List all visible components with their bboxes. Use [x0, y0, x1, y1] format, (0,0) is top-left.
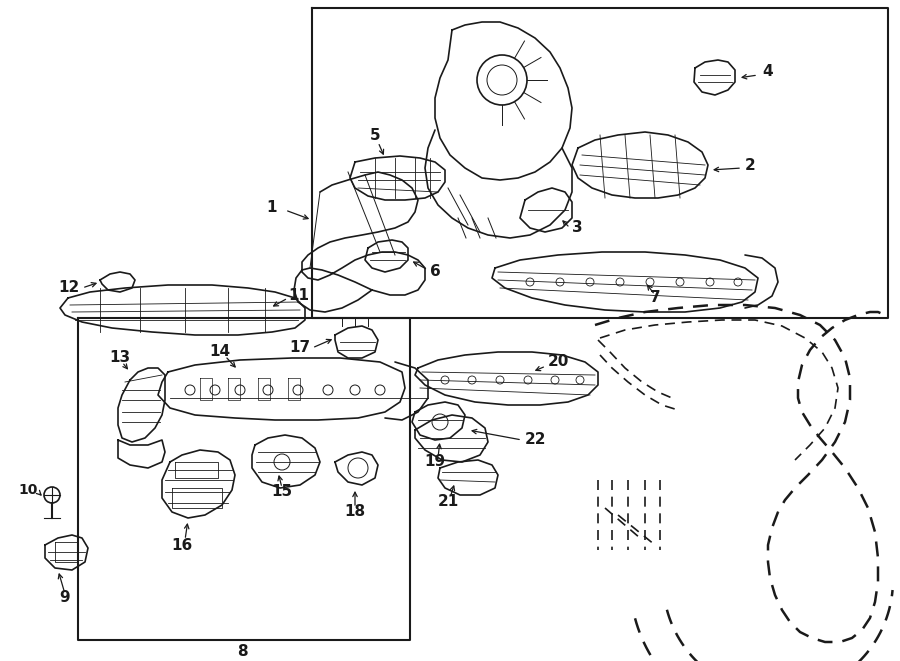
Text: 7: 7: [650, 290, 661, 305]
Text: 6: 6: [430, 264, 441, 280]
Text: 19: 19: [425, 455, 446, 469]
Text: 5: 5: [370, 128, 381, 143]
Text: 18: 18: [345, 504, 365, 520]
Text: 11: 11: [288, 288, 309, 303]
Text: 10: 10: [18, 483, 38, 497]
Text: 3: 3: [572, 221, 582, 235]
Text: 12: 12: [58, 280, 80, 295]
Text: 15: 15: [272, 485, 292, 500]
Text: 13: 13: [110, 350, 130, 366]
Text: 17: 17: [290, 340, 310, 356]
Text: 22: 22: [525, 432, 546, 447]
Text: 1: 1: [266, 200, 277, 215]
Text: 9: 9: [59, 590, 70, 605]
Text: 20: 20: [548, 354, 570, 369]
Text: 8: 8: [237, 644, 248, 660]
Text: 21: 21: [437, 494, 459, 510]
Text: 4: 4: [762, 65, 772, 79]
Text: 14: 14: [210, 344, 230, 360]
Text: 2: 2: [745, 157, 756, 173]
Text: 16: 16: [171, 537, 193, 553]
